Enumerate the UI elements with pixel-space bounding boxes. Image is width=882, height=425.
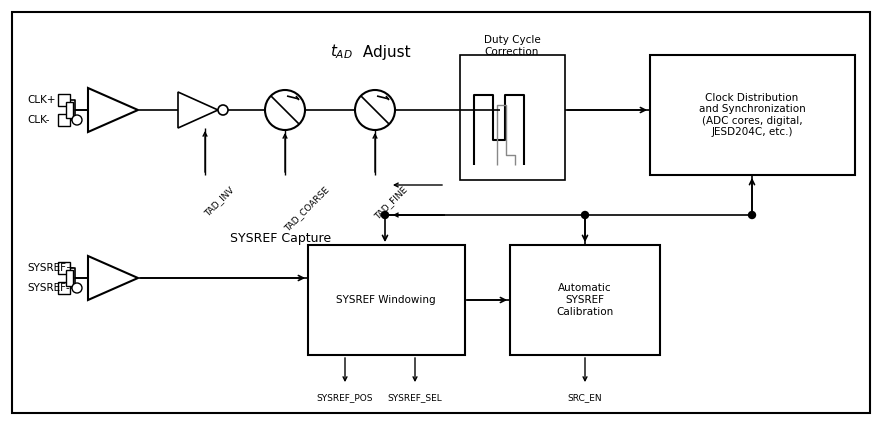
Circle shape [581,212,588,218]
Polygon shape [178,92,218,128]
Bar [308,245,465,355]
Text: SYSREF Capture: SYSREF Capture [230,232,331,245]
Bar [58,114,70,126]
Text: CLK-: CLK- [27,115,49,125]
Bar [460,55,565,180]
Circle shape [72,115,82,125]
Circle shape [218,105,228,115]
Text: SRC_EN: SRC_EN [568,393,602,402]
Text: Correction: Correction [485,47,539,57]
Text: SYSREF+: SYSREF+ [27,263,75,273]
Text: SYSREF Windowing: SYSREF Windowing [336,295,436,305]
Text: Duty Cycle: Duty Cycle [483,35,541,45]
Bar [510,245,660,355]
Text: CLK+: CLK+ [27,95,56,105]
Text: TAD_INV: TAD_INV [203,185,236,218]
Text: SYSREF_POS: SYSREF_POS [317,393,373,402]
Text: TAD_COARSE: TAD_COARSE [283,185,331,233]
Circle shape [749,212,756,218]
Bar [58,94,70,106]
Polygon shape [88,256,138,300]
Text: Automatic
SYSREF
Calibration: Automatic SYSREF Calibration [557,283,614,317]
Circle shape [72,283,82,293]
Bar [66,102,73,118]
Text: TAD_FINE: TAD_FINE [373,185,409,221]
Circle shape [265,90,305,130]
Text: Adjust: Adjust [358,45,411,60]
Bar [172,35,445,210]
Bar [58,262,70,274]
Polygon shape [88,88,138,132]
Text: SYSREF-: SYSREF- [27,283,70,293]
Text: SYSREF_SEL: SYSREF_SEL [387,393,443,402]
Bar [58,282,70,294]
Circle shape [382,212,388,218]
Bar [66,270,73,286]
Text: Clock Distribution
and Synchronization
(ADC cores, digital,
JESD204C, etc.): Clock Distribution and Synchronization (… [699,93,805,137]
Text: $t_{AD}$: $t_{AD}$ [330,42,353,61]
Circle shape [355,90,395,130]
Bar [650,55,855,175]
Bar [215,215,720,400]
